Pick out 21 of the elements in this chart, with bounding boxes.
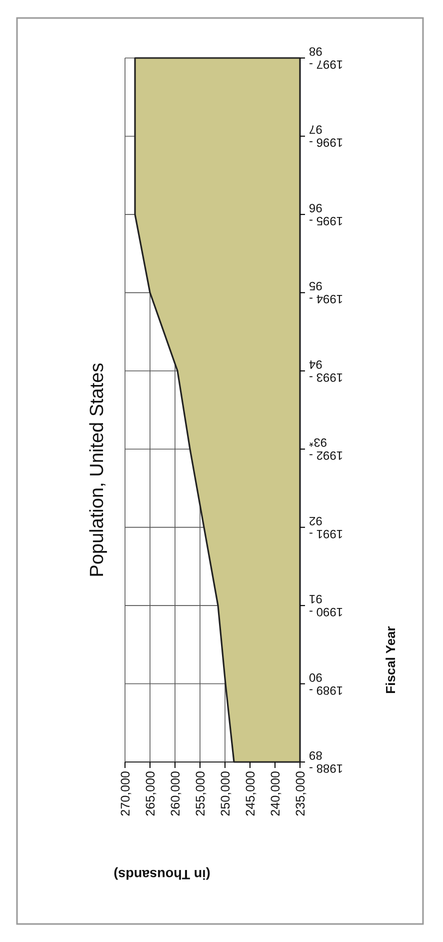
text: Population, United States [87,362,108,578]
y-tick-label: 1988 - 89 [308,748,344,776]
y-tick-label: 1993 - 94 [308,357,344,384]
y-tick-label: 1989 - 90 [308,670,344,698]
x-tick-label: 245,000 [243,770,258,816]
x-tick-label: 270,000 [118,770,132,816]
x-tick-label: 250,000 [218,770,232,816]
y-tick-label: 1992 - 93* [308,436,344,463]
x-tick-label: 255,000 [193,770,208,816]
x-tick-label: 235,000 [293,770,308,816]
x-tick-label: 240,000 [268,770,282,816]
x-axis-title: (in Thousands) [114,867,210,882]
y-tick-label: 1997 - 98 [308,44,344,72]
y-tick-label: 1995 - 96 [308,200,344,228]
y-tick-label: 1990 - 91 [308,592,344,620]
x-tick-label: 265,000 [143,770,158,816]
y-tick-label: 1996 - 97 [308,122,344,150]
x-tick-label: 260,000 [168,770,182,816]
y-axis-title: Fiscal Year [383,626,398,694]
y-tick-label: 1991 - 92 [308,514,344,541]
y-tick-label: 1994 - 95 [308,279,344,306]
